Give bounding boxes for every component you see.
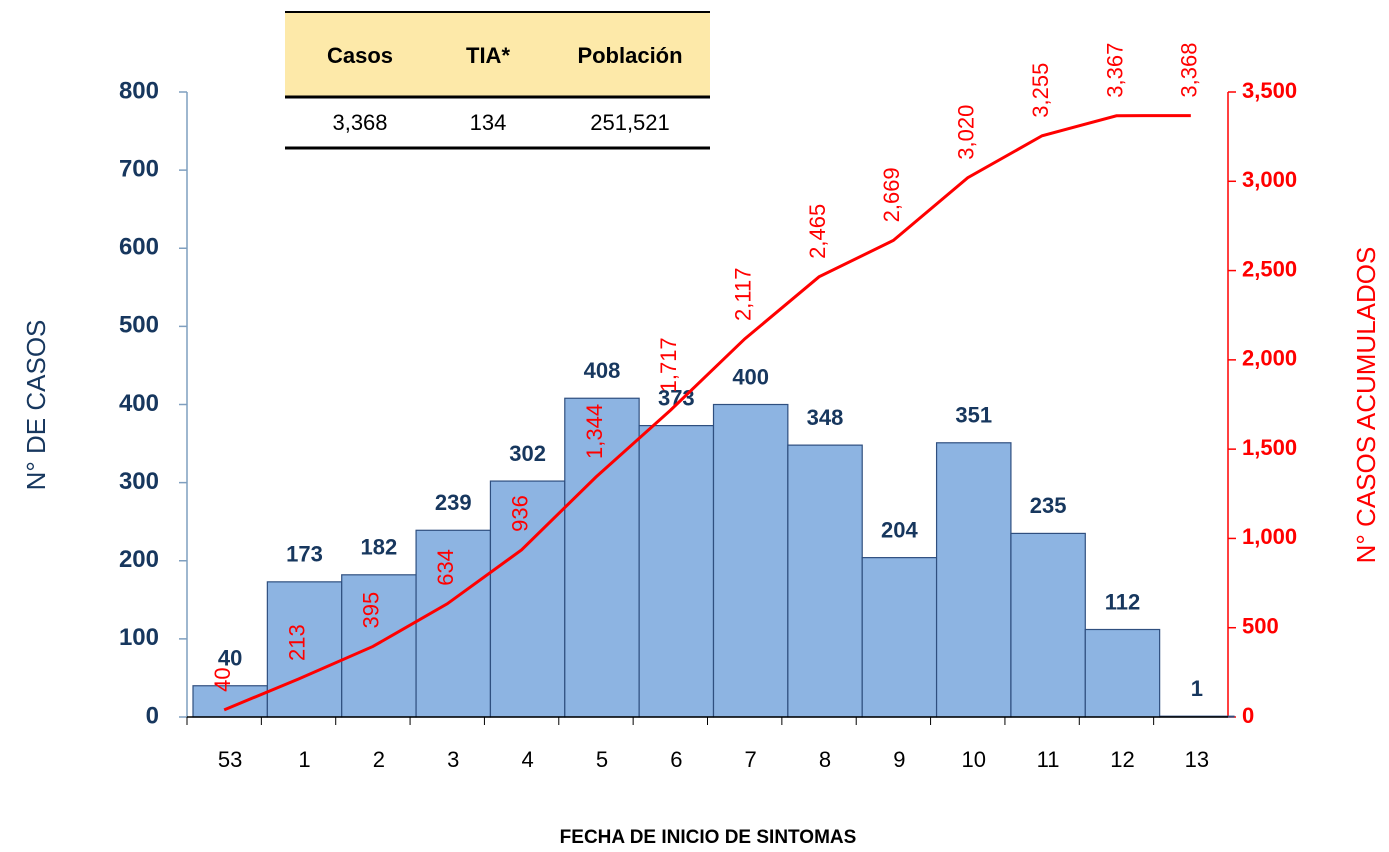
bar <box>1084 628 1161 718</box>
line-label: 40 <box>210 667 235 691</box>
x-tick-label: 8 <box>819 747 831 772</box>
bar <box>638 424 715 718</box>
bar-label: 235 <box>1030 493 1067 518</box>
bar-label: 239 <box>435 490 472 515</box>
line-label: 2,465 <box>805 204 830 259</box>
bar-label: 204 <box>881 517 918 542</box>
y-tick-label: 200 <box>119 546 159 573</box>
line-label: 1,344 <box>582 404 607 459</box>
line-label: 3,255 <box>1028 63 1053 118</box>
y-tick-label: 700 <box>119 155 159 182</box>
bar-label: 112 <box>1105 589 1141 614</box>
bar-label: 351 <box>955 403 992 428</box>
y2-tick-label: 3,000 <box>1242 167 1297 192</box>
bar <box>1010 532 1086 718</box>
x-tick-label: 1 <box>298 747 310 772</box>
line-label: 3,367 <box>1102 43 1127 98</box>
bar <box>935 442 1012 718</box>
line-label: 2,117 <box>730 268 755 321</box>
bar <box>192 685 268 718</box>
x-axis-title: FECHA DE INICIO DE SINTOMAS <box>560 827 857 848</box>
y-axis-title: N° DE CASOS <box>21 320 51 491</box>
x-tick-label: 7 <box>745 747 757 772</box>
bar <box>564 397 640 718</box>
line-label: 634 <box>433 549 458 586</box>
x-tick-label: 13 <box>1185 747 1209 772</box>
table-cell: 134 <box>470 110 507 135</box>
bar-label: 173 <box>286 542 323 567</box>
x-tick-label: 11 <box>1037 747 1060 772</box>
x-tick-label: 4 <box>521 747 533 772</box>
bar-label: 408 <box>584 358 621 383</box>
y2-tick-label: 0 <box>1242 703 1254 728</box>
y-tick-label: 500 <box>119 312 159 339</box>
line-label: 936 <box>507 495 532 532</box>
y2-tick-label: 1,500 <box>1242 435 1297 460</box>
bar <box>787 444 863 718</box>
table-cell: 251,521 <box>590 110 670 135</box>
table-header-bg <box>285 12 710 97</box>
line <box>223 114 1191 712</box>
line-label: 3,368 <box>1177 43 1202 98</box>
y2-tick-label: 2,000 <box>1242 346 1297 371</box>
line-label: 395 <box>359 592 384 629</box>
x-tick-label: 53 <box>218 747 242 772</box>
y2-axis-title: N° CASOS ACUMULADOS <box>1351 247 1381 564</box>
y-tick-label: 100 <box>119 624 159 651</box>
table-header: Población <box>577 43 682 68</box>
x-tick-label: 10 <box>962 747 986 772</box>
x-tick-label: 5 <box>596 747 608 772</box>
x-tick-label: 9 <box>893 747 905 772</box>
y-tick-label: 0 <box>146 702 159 729</box>
line-label: 213 <box>284 624 309 661</box>
bar-label: 40 <box>218 646 242 671</box>
bar <box>712 403 789 718</box>
y-tick-label: 600 <box>119 234 159 261</box>
x-tick-label: 12 <box>1110 747 1134 772</box>
bar <box>415 529 492 718</box>
y-tick-label: 800 <box>119 77 159 104</box>
table-cell: 3,368 <box>332 110 387 135</box>
bar-label: 302 <box>509 441 546 466</box>
y2-tick-label: 3,500 <box>1242 78 1297 103</box>
bar-label: 400 <box>732 364 769 389</box>
bar-label: 1 <box>1191 676 1203 701</box>
table-header: Casos <box>327 43 393 68</box>
line-label: 1,717 <box>656 337 681 392</box>
x-tick-label: 3 <box>447 747 459 772</box>
bar-label: 348 <box>807 405 844 430</box>
bar-label: 182 <box>361 535 398 560</box>
x-tick-label: 2 <box>373 747 385 772</box>
y-tick-label: 300 <box>119 468 159 495</box>
y2-tick-label: 500 <box>1242 614 1279 639</box>
table-header: TIA* <box>466 43 510 68</box>
y2-tick-label: 1,000 <box>1242 524 1297 549</box>
x-tick-label: 6 <box>670 747 682 772</box>
line-label: 2,669 <box>879 167 904 222</box>
y-tick-label: 400 <box>119 390 159 417</box>
line-label: 3,020 <box>954 105 979 160</box>
bar <box>861 557 938 718</box>
y2-tick-label: 2,500 <box>1242 256 1297 281</box>
